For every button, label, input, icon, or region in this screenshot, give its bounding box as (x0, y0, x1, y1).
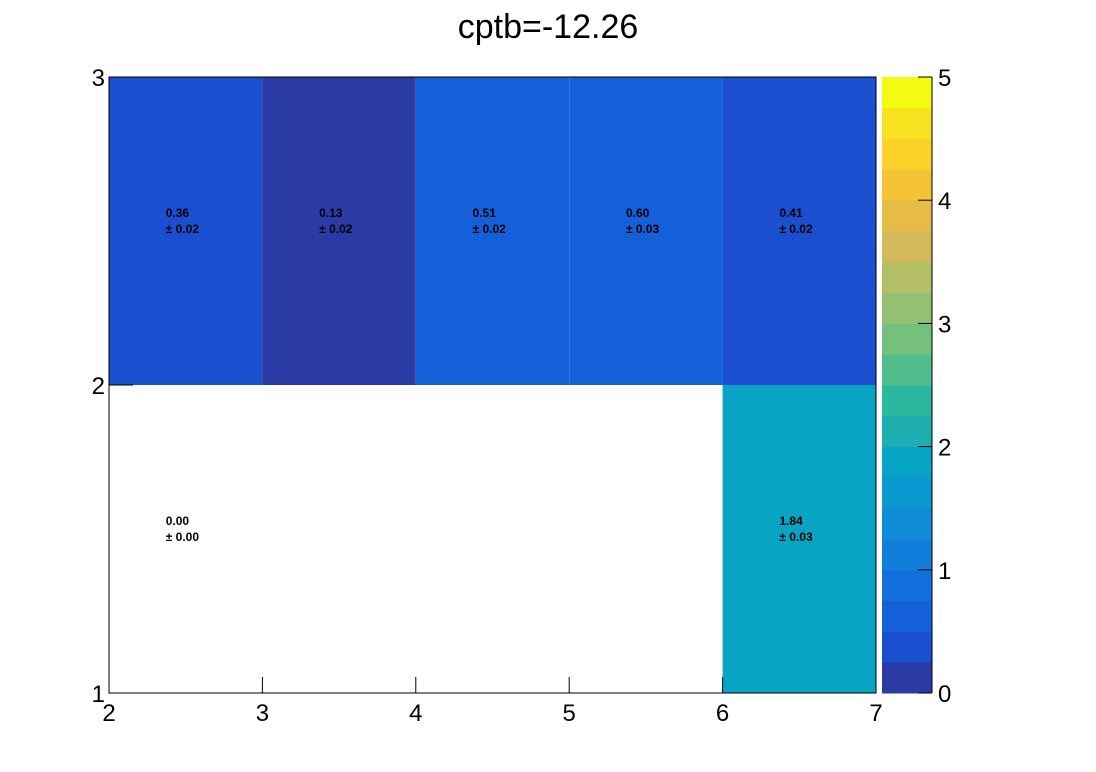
cell-value-label: 0.41 (779, 206, 803, 220)
colorbar-tick-label: 0 (938, 681, 951, 708)
colorbar-band (882, 508, 932, 540)
colorbar-band (882, 539, 932, 571)
cell-error-label: ± 0.00 (166, 530, 200, 544)
colorbar-tick-label: 4 (938, 188, 951, 215)
colorbar-band (882, 354, 932, 386)
y-tick-label: 2 (92, 373, 105, 400)
colorbar-tick-label: 1 (938, 558, 951, 585)
cell-error-label: ± 0.03 (626, 222, 660, 236)
cell-value-label: 0.51 (473, 206, 497, 220)
cell-value-label: 0.60 (626, 206, 650, 220)
cell-value-label: 1.84 (779, 514, 803, 528)
colorbar-band (882, 292, 932, 324)
cell-value-label: 0.36 (166, 206, 190, 220)
x-tick-label: 6 (716, 700, 729, 727)
colorbar-band (882, 77, 932, 109)
colorbar-band (882, 631, 932, 663)
colorbar-band (882, 446, 932, 478)
colorbar-tick-label: 2 (938, 435, 951, 462)
cell-labels: 0.36 ± 0.02 0.13 ± 0.02 0.51 ± 0.02 0.60 ± 0.03… (166, 206, 813, 544)
cell-value-label: 0.00 (166, 514, 190, 528)
cell-error-label: ± 0.03 (779, 530, 813, 544)
cell-error-label: ± 0.02 (166, 222, 200, 236)
colorbar-band (882, 385, 932, 417)
cell-value-label: 0.13 (319, 206, 343, 220)
x-tick-label: 7 (869, 700, 882, 727)
colorbar-band (882, 415, 932, 448)
colorbar-band (882, 200, 932, 232)
heatmap-cell (722, 77, 876, 385)
heatmap-cell (722, 385, 876, 693)
heatmap-cell (415, 77, 570, 385)
colorbar-band (882, 107, 932, 140)
x-tick-label: 5 (563, 700, 576, 727)
cell-error-label: ± 0.02 (319, 222, 353, 236)
x-tick-label: 2 (102, 700, 115, 727)
heatmap-cell (262, 77, 416, 385)
cell-error-label: ± 0.02 (779, 222, 813, 236)
colorbar-band (882, 477, 932, 509)
colorbar-band (882, 231, 932, 263)
colorbar-band (882, 569, 932, 602)
color-scale-bar: 0 1 2 3 4 5 (882, 65, 951, 708)
y-tick-label: 3 (92, 65, 105, 92)
colorbar-band (882, 323, 932, 355)
heatmap-cell (569, 77, 723, 385)
colorbar-band (882, 600, 932, 632)
x-tick-label: 4 (409, 700, 422, 727)
colorbar-tick-label: 3 (938, 311, 951, 338)
cell-error-label: ± 0.02 (473, 222, 507, 236)
colorbar-band (882, 169, 932, 201)
y-tick-label: 1 (92, 681, 105, 708)
colorbar-tick-label: 5 (938, 65, 951, 92)
colorbar-band (882, 662, 932, 694)
colorbar-band (882, 261, 932, 294)
heatmap-cell (109, 77, 263, 385)
heatmap-cells (109, 77, 876, 693)
x-tick-label: 3 (256, 700, 269, 727)
chart-title: cptb=-12.26 (458, 8, 639, 46)
colorbar-band (882, 138, 932, 170)
